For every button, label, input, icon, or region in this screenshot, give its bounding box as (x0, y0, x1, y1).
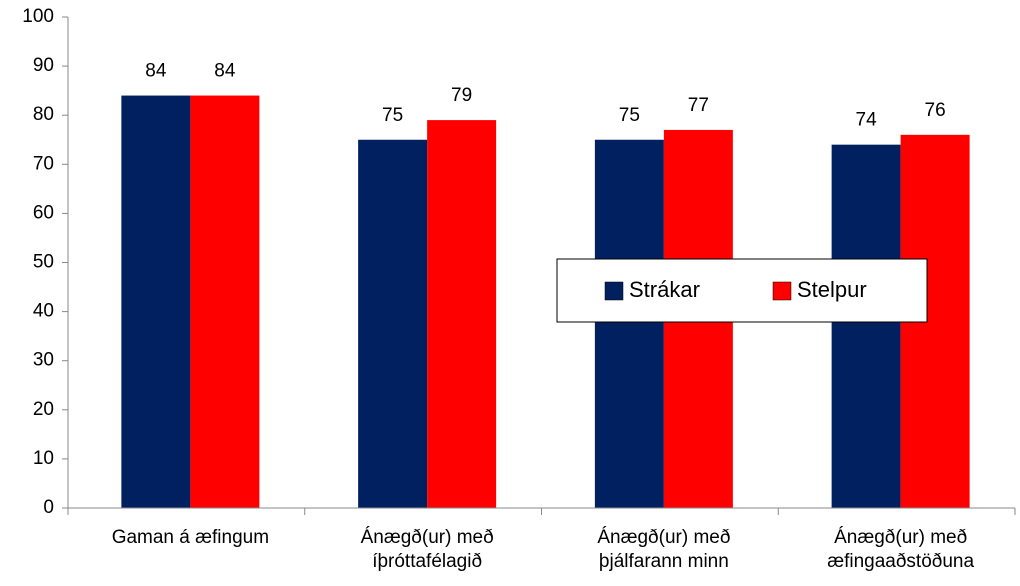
legend-swatch (604, 281, 624, 301)
value-label: 84 (145, 61, 167, 82)
legend-swatch (772, 281, 792, 301)
y-tick-label: 0 (43, 497, 54, 518)
y-tick-label: 30 (33, 350, 54, 371)
y-tick-label: 100 (22, 6, 54, 27)
value-label: 79 (451, 85, 472, 106)
x-tick-label: Gaman á æfingum (111, 527, 270, 548)
bar (831, 144, 901, 508)
x-tick-label: Ánægð(ur) með þjálfarann minn (597, 527, 731, 572)
y-tick-label: 80 (33, 104, 54, 125)
y-tick-label: 90 (33, 55, 54, 76)
y-tick-label: 20 (33, 399, 54, 420)
y-tick-label: 40 (33, 301, 54, 322)
y-tick-label: 60 (33, 202, 54, 223)
legend-label: Strákar (629, 277, 700, 302)
legend-label: Stelpur (797, 277, 867, 302)
value-label: 74 (856, 110, 878, 131)
y-tick-label: 10 (33, 448, 54, 469)
value-label: 84 (214, 61, 236, 82)
x-tick-label: Ánægð(ur) með æfingaaðstöðuna (827, 527, 975, 572)
value-label: 75 (619, 105, 640, 126)
value-label: 76 (925, 100, 946, 121)
bar (427, 120, 497, 509)
y-tick-label: 70 (33, 153, 54, 174)
value-label: 77 (688, 95, 709, 116)
bar (594, 139, 664, 508)
bar (190, 95, 260, 508)
value-label: 75 (382, 105, 403, 126)
bar (121, 95, 191, 508)
y-tick-label: 50 (33, 252, 54, 273)
x-tick-label: Ánægð(ur) með íþróttafélagið (360, 527, 494, 572)
bar (358, 139, 428, 508)
